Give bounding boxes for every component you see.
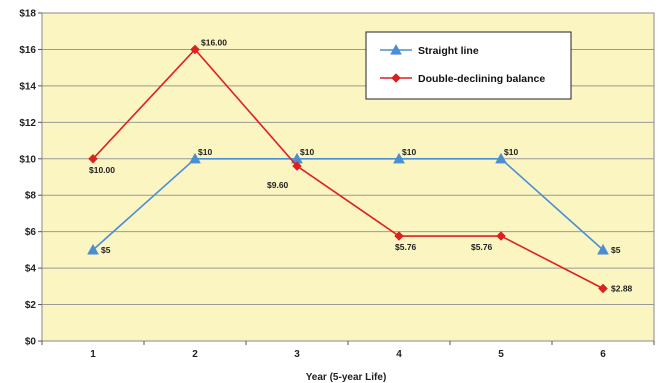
data-label: $2.88 bbox=[611, 284, 633, 294]
x-tick-label: 3 bbox=[294, 349, 300, 360]
series-line-1 bbox=[92, 48, 604, 290]
data-label: $5 bbox=[611, 245, 621, 255]
data-point bbox=[496, 231, 506, 241]
x-tick-label: 6 bbox=[600, 349, 606, 360]
legend-entry-label: Straight line bbox=[418, 45, 479, 57]
data-point bbox=[190, 44, 200, 55]
legend-entry-label: Double-declining balance bbox=[418, 73, 545, 85]
data-point bbox=[189, 152, 201, 164]
data-point bbox=[393, 152, 405, 164]
y-tick-label: $0 bbox=[25, 337, 37, 348]
data-point bbox=[394, 231, 404, 241]
data-label: $10 bbox=[504, 147, 518, 157]
data-point bbox=[495, 152, 507, 164]
x-tick-label: 5 bbox=[498, 349, 504, 360]
y-tick-label: $18 bbox=[19, 9, 36, 20]
data-label: $5.76 bbox=[395, 242, 417, 252]
y-tick-label: $4 bbox=[25, 264, 37, 275]
data-point bbox=[292, 161, 302, 171]
data-label: $10 bbox=[198, 147, 212, 157]
data-labels: $5 $10 $10 $10 $10 $5 $10.00 $16.00 $9.60 $5.76 $5… bbox=[89, 37, 633, 293]
legend-marker bbox=[391, 73, 401, 83]
data-label: $5 bbox=[101, 245, 111, 255]
series bbox=[87, 44, 609, 294]
y-tick-label: $14 bbox=[19, 81, 36, 92]
data-label: $10.00 bbox=[89, 165, 115, 175]
data-label: $10 bbox=[402, 147, 416, 157]
data-label: $9.60 bbox=[267, 180, 289, 190]
x-tick-label: 4 bbox=[396, 349, 402, 360]
x-axis-title: Year (5-year Life) bbox=[306, 372, 387, 383]
axes: $0 $2 $4 $6 $8 $10 $12 $14 $16 $18 1 2 3 4 5 6 bbox=[19, 9, 655, 360]
data-label: $16.00 bbox=[201, 37, 227, 47]
y-tick-label: $16 bbox=[19, 45, 36, 56]
y-tick-label: $12 bbox=[19, 118, 36, 129]
legend: Straight line Double-declining balance bbox=[365, 31, 572, 100]
legend-box bbox=[365, 31, 572, 100]
data-point bbox=[87, 243, 99, 255]
y-tick-label: $2 bbox=[25, 300, 37, 311]
data-point bbox=[597, 243, 609, 255]
legend-marker bbox=[390, 43, 402, 55]
data-label: $10 bbox=[300, 147, 314, 157]
series-line-0 bbox=[92, 157, 604, 251]
y-tick-label: $6 bbox=[25, 227, 37, 238]
data-point bbox=[598, 283, 608, 294]
x-tick-label: 1 bbox=[90, 349, 96, 360]
y-tick-label: $10 bbox=[19, 154, 36, 165]
data-point bbox=[88, 153, 98, 164]
x-tick-label: 2 bbox=[192, 349, 198, 360]
data-label: $5.76 bbox=[471, 242, 493, 252]
y-tick-label: $8 bbox=[25, 191, 37, 202]
